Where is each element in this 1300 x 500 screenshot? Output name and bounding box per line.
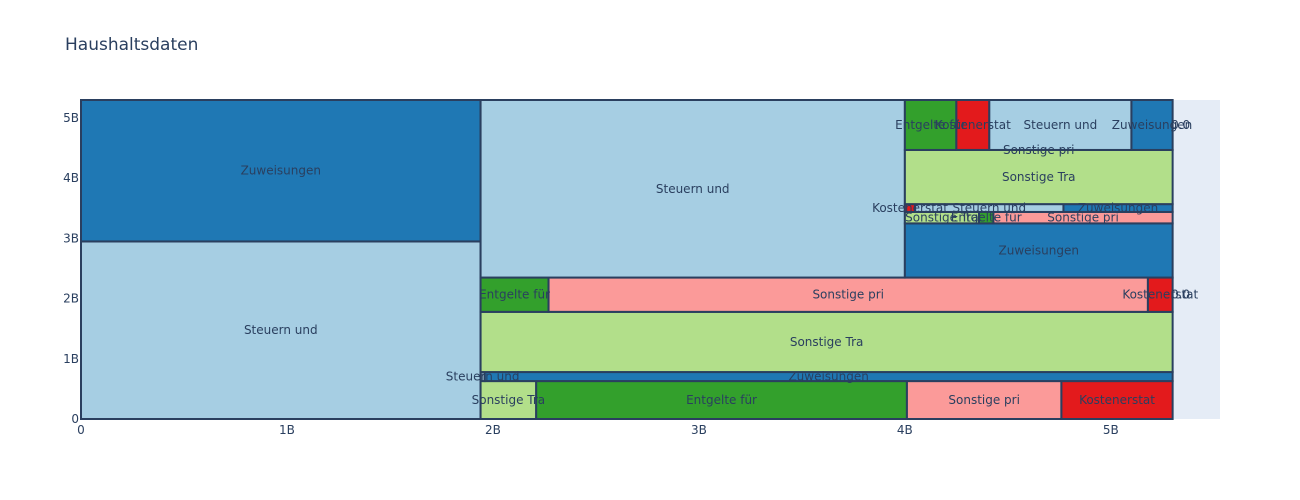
cell-label: Kostenerstat [872,201,948,215]
cell-label: 0.0 [1171,288,1190,302]
cell-label: Kostenerstat [1079,393,1155,407]
y-tick-label: 1B [63,352,79,366]
cell-label: Sonstige pri [812,288,884,302]
cell-label: 0.0 [1171,118,1190,132]
cell-label: Kostenerstat [935,118,1011,132]
cell-label: Sonstige pri [1047,211,1119,225]
y-tick-label: 3B [63,231,79,245]
treemap-cell [80,240,482,420]
treemap-cell [479,276,550,313]
x-tick-label: 0 [77,423,85,437]
treemap-cell [903,222,1174,279]
cell-label: Sonstige Tra [1002,170,1076,184]
cell-label: Sonstige Tra [790,335,864,349]
cell-label: Sonstige Tra [905,211,979,225]
x-tick-label: 2B [485,423,501,437]
treemap-cell [903,99,958,151]
x-tick-label: 5B [1103,423,1119,437]
cell-label: Sonstige Tra [472,393,546,407]
cell-label: Zuweisungen [1078,201,1158,215]
x-tick-label: 1B [279,423,295,437]
treemap-cell [479,380,538,421]
cell-label: Sonstige pri [948,393,1020,407]
treemap-cell [955,99,991,151]
cell-label: Zuweisungen [1112,118,1192,132]
cell-label: Entgelte für [951,211,1022,225]
cell-label: Zuweisungen [999,243,1079,257]
x-tick-label: 4B [897,423,913,437]
treemap-cell [988,99,1133,151]
cell-label: Steuern und [244,323,318,337]
cell-label: Sonstige pri [1003,143,1075,157]
cells-layer [80,99,1174,421]
cell-label: Kostenerstat [1122,288,1198,302]
y-tick-label: 0 [71,412,79,426]
x-tick-label: 3B [691,423,707,437]
treemap-cell [479,310,1174,374]
treemap-cell [80,99,482,243]
treemap-cell [1146,276,1174,313]
cell-label: Entgelte für [479,288,550,302]
y-tick-label: 5B [63,111,79,125]
y-tick-label: 2B [63,292,79,306]
cell-label: Steuern und [952,201,1026,215]
x-axis: 0 1B 2B 3B 4B 5B [77,423,1119,437]
chart-title: Haushaltsdaten [65,35,198,55]
treemap-cell [903,148,1174,206]
cell-label: Entgelte für [895,118,966,132]
treemap-cell [535,380,908,421]
y-tick-label: 4B [63,171,79,185]
treemap-cell [479,99,906,279]
cell-label: Steuern und [446,370,520,384]
treemap-cell [1130,99,1174,151]
cell-label: Zuweisungen [241,164,321,178]
cell-label: Steuern und [1024,118,1098,132]
cell-label: Entgelte für [686,393,757,407]
y-axis: 0 1B 2B 3B 4B 5B [63,111,79,426]
cell-label: Zuweisungen [788,370,868,384]
treemap-cell [1060,380,1174,421]
cell-label: Steuern und [656,182,730,196]
